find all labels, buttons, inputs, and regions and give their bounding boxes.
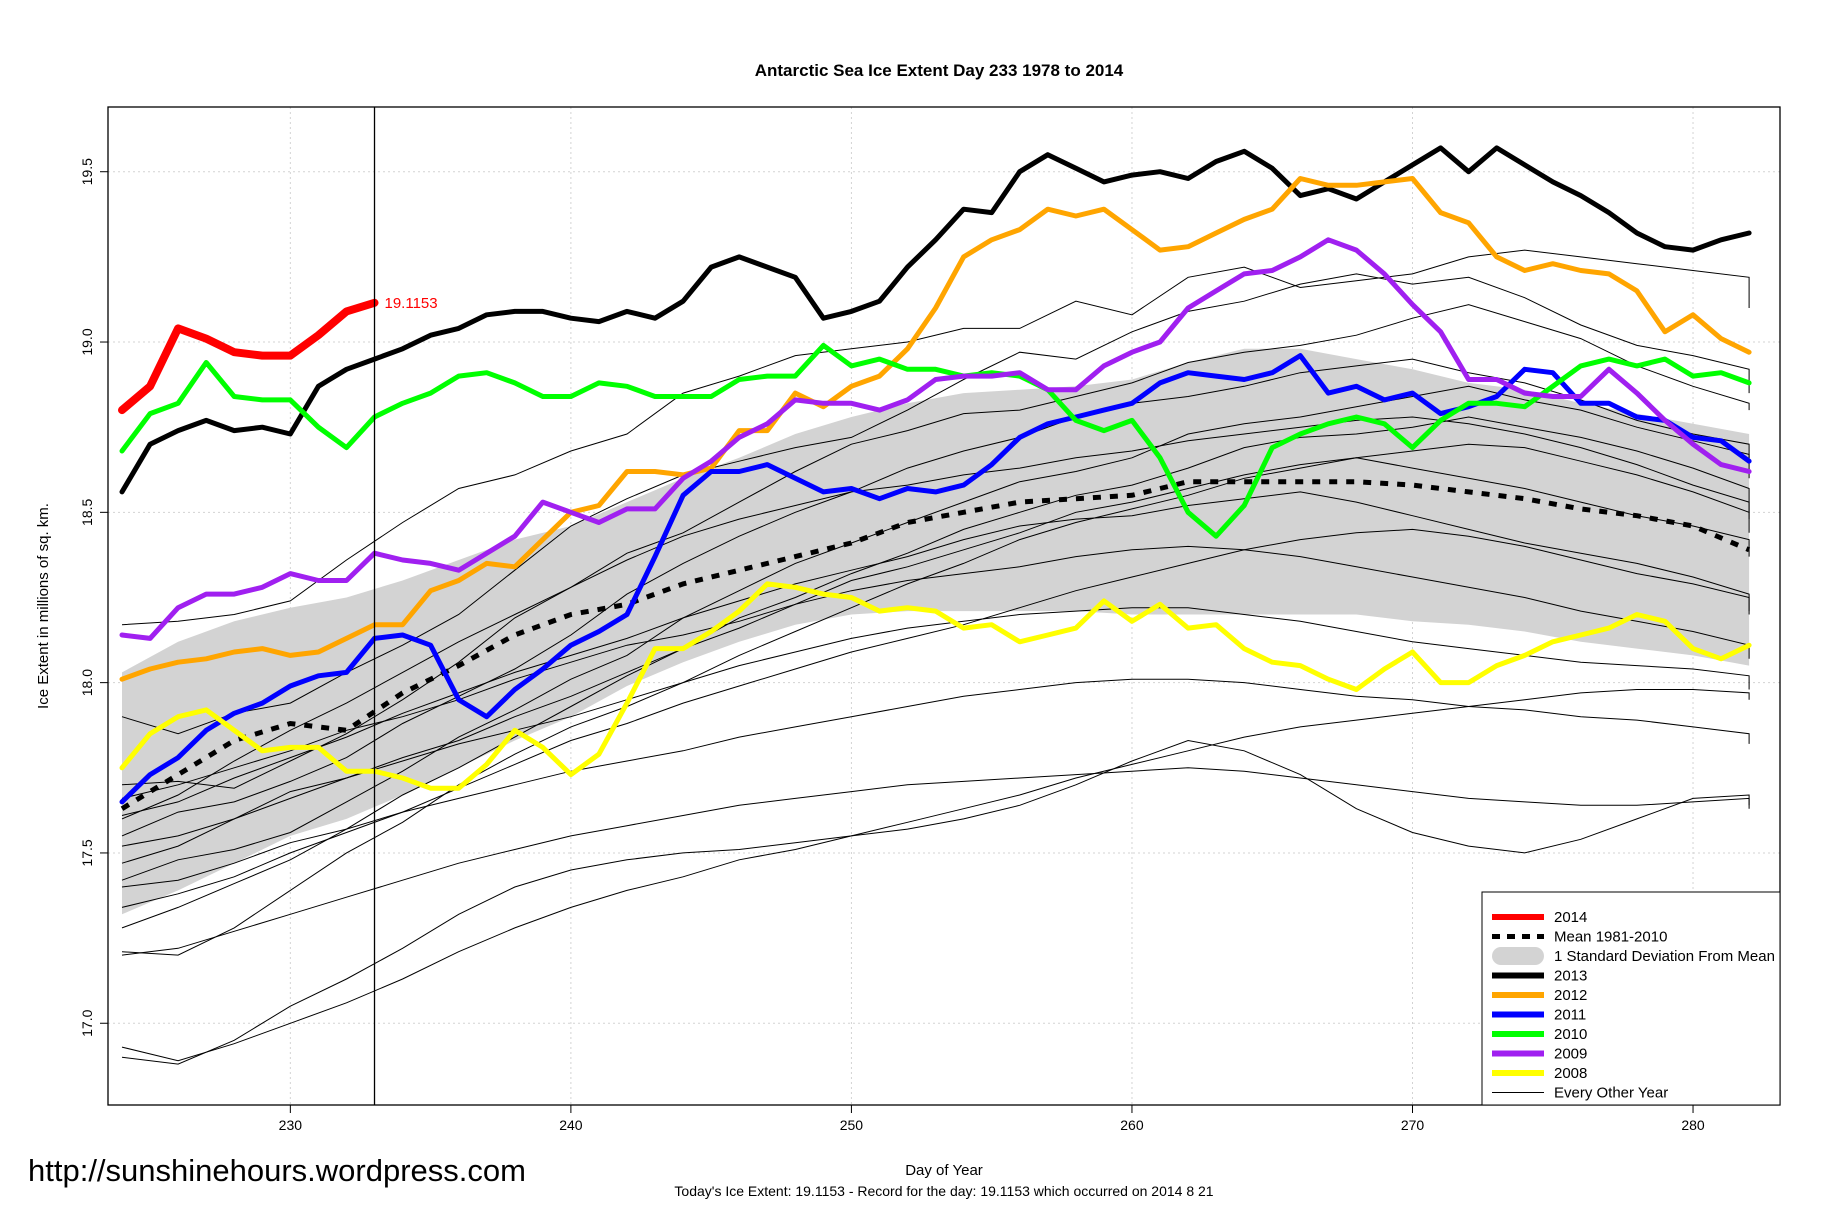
legend-label: 2009 <box>1554 1046 1587 1063</box>
series-line-2014 <box>118 298 379 415</box>
y-tick-label: 18.5 <box>79 498 95 525</box>
chart-title: Antarctic Sea Ice Extent Day 233 1978 to… <box>755 61 1124 80</box>
y-tick-label: 19.0 <box>79 328 95 355</box>
legend-entries: 2014 Mean 1981-2010 1 Standard Deviation F… <box>1492 909 1775 1102</box>
y-tick-label: 18.0 <box>79 669 95 696</box>
legend-label: 2010 <box>1554 1026 1587 1043</box>
series-line-2012 <box>119 176 1752 682</box>
legend-label: 2012 <box>1554 987 1587 1004</box>
other-year-line <box>121 767 1750 956</box>
x-tick-label: 270 <box>1401 1117 1425 1133</box>
other-year-line <box>121 689 1750 1062</box>
grid-lines <box>108 107 1780 1105</box>
footer-text: Today's Ice Extent: 19.1153 - Record for… <box>674 1183 1213 1199</box>
x-tick-label: 240 <box>559 1117 583 1133</box>
legend-label: Mean 1981-2010 <box>1554 929 1667 946</box>
other-year-line <box>121 385 1750 881</box>
other-year-line <box>121 416 1750 820</box>
series-line-2013 <box>119 145 1752 495</box>
x-tick-label: 230 <box>279 1117 303 1133</box>
sd-band <box>122 348 1750 915</box>
other-years-layer <box>121 249 1750 1065</box>
legend-label: 2011 <box>1554 1007 1586 1024</box>
plot-area: 19.1153 <box>108 107 1780 1105</box>
site-url[interactable]: http://sunshinehours.wordpress.com <box>28 1153 526 1188</box>
other-year-line <box>121 457 1750 864</box>
other-year-line <box>121 678 1750 888</box>
series-line-2008 <box>119 581 1752 791</box>
current-value-label: 19.1153 <box>385 295 438 312</box>
other-year-line <box>121 739 1750 1065</box>
legend-box <box>1481 891 1781 1106</box>
y-tick-label: 19.5 <box>79 158 95 185</box>
legend-swatch <box>1492 947 1544 965</box>
legend-label: Every Other Year <box>1554 1085 1668 1102</box>
legend-label: 1 Standard Deviation From Mean <box>1554 948 1775 965</box>
legend: 2014 Mean 1981-2010 1 Standard Deviation F… <box>1481 891 1781 1106</box>
other-year-line <box>121 443 1750 956</box>
y-tick-label: 17.0 <box>79 1009 95 1036</box>
x-tick-label: 280 <box>1681 1117 1705 1133</box>
other-year-line <box>121 273 1750 735</box>
x-tick-label: 250 <box>840 1117 864 1133</box>
legend-label: 2008 <box>1554 1065 1587 1082</box>
other-year-line <box>121 491 1750 816</box>
plot-frame <box>107 106 1781 1106</box>
other-year-line <box>121 249 1750 626</box>
series-line-2009 <box>119 237 1752 641</box>
other-year-line <box>121 358 1750 837</box>
y-axis: 17.0 17.5 18.0 18.5 19.0 19.5 <box>79 158 108 1037</box>
x-axis-label: Day of Year <box>905 1162 983 1179</box>
legend-label: 2014 <box>1554 909 1587 926</box>
legend-label: 2013 <box>1554 968 1587 985</box>
other-year-line <box>121 304 1750 789</box>
other-year-line <box>121 416 1750 929</box>
x-tick-label: 260 <box>1120 1117 1144 1133</box>
other-year-line <box>121 545 1750 799</box>
highlight-series-layer <box>118 145 1752 805</box>
sd-band-layer <box>122 348 1750 915</box>
y-axis-label: Ice Extent in millions of sq. km. <box>35 503 52 709</box>
x-axis: 230 240 250 260 270 280 <box>279 1105 1705 1133</box>
series-line-2010 <box>119 342 1752 539</box>
y-tick-label: 17.5 <box>79 839 95 866</box>
